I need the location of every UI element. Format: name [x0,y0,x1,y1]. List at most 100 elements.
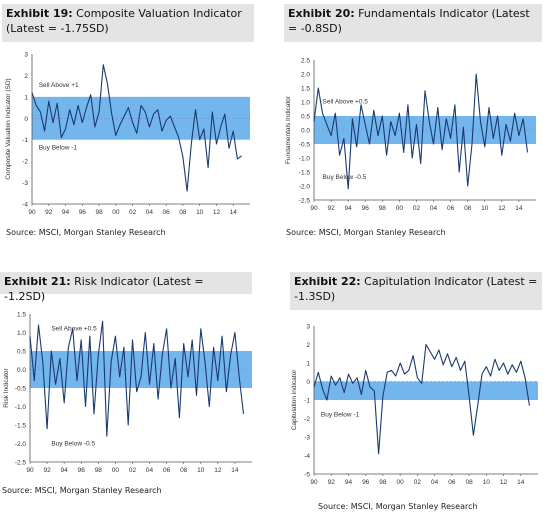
series-line [313,73,529,190]
x-tick-label: 98 [95,467,103,474]
x-tick-label: 92 [327,205,335,212]
series-line [31,64,242,192]
x-tick-label: 14 [231,467,239,474]
y-tick-label: 1.5 [17,312,26,319]
y-tick-label: -1.5 [299,170,311,177]
x-tick-label: 00 [112,209,120,216]
x-tick-label: 12 [498,205,506,212]
y-tick-label: 2 [306,342,310,349]
annotation-label: Buy Below -0.5 [323,174,367,181]
y-tick-label: -2.0 [15,441,27,448]
exhibit-22-title: Exhibit 22: Capitulation Indicator (Late… [290,272,542,310]
y-tick-label: 0 [306,379,310,386]
y-tick-label: 1.5 [301,86,310,93]
y-tick-label: 1.0 [301,100,310,107]
x-tick-label: 00 [112,467,120,474]
x-tick-label: 92 [43,467,51,474]
y-tick-label: -2 [22,159,28,166]
exhibit-21-title: Exhibit 21: Risk Indicator (Latest = -1.… [0,272,252,303]
y-tick-label: -1.0 [299,156,311,163]
y-tick-label: 2.0 [301,72,310,79]
x-tick-label: 96 [78,467,86,474]
y-tick-label: -1 [304,398,310,405]
x-tick-label: 04 [431,479,439,486]
exhibit-22-label: Exhibit 22: [294,275,361,288]
x-tick-label: 14 [515,205,523,212]
y-tick-label: -1.0 [15,404,27,411]
x-tick-label: 90 [310,205,318,212]
x-tick-label: 04 [146,209,154,216]
chart-risk: -2.5 -2.0 -1.5 -1.0 -0.5 0.0 0.5 1.0 1.5 90 92 94 96… [3,312,252,474]
x-tick-label: 94 [345,479,353,486]
x-tick-label: 02 [129,467,137,474]
y-tick-label: -5 [304,472,310,479]
exhibit-20-title: Exhibit 20: Fundamentals Indicator (Late… [284,4,542,42]
y-tick-label: 0 [24,116,28,123]
x-tick-label: 96 [79,209,87,216]
y-tick-label: -2.5 [299,198,311,205]
y-tick-label: 3 [24,52,28,59]
y-tick-label: 2.5 [301,58,310,65]
x-tick-label: 08 [180,467,188,474]
x-tick-label: 02 [414,479,422,486]
y-tick-label: 0.0 [301,128,310,135]
x-tick-label: 10 [197,467,205,474]
x-tick-label: 98 [379,205,387,212]
y-tick-label: -3 [304,435,310,442]
x-tick-label: 10 [483,479,491,486]
chart-fundamentals: -2.5 -2.0 -1.5 -1.0 -0.5 0.0 0.5 1.0 1.5 2.0 2.5 90… [285,58,536,212]
x-tick-label: 96 [362,479,370,486]
x-tick-label: 02 [129,209,137,216]
y-tick-label: 1 [306,361,310,368]
x-tick-label: 12 [214,467,222,474]
annotation-label: Buy Below -1 [39,144,78,151]
x-tick-label: 92 [328,479,336,486]
x-tick-label: 98 [95,209,103,216]
exhibit-20-source: Source: MSCI, Morgan Stanley Research [286,228,446,237]
annotation-label: Buy Below -0.5 [51,440,95,447]
x-tick-label: 06 [448,479,456,486]
exhibit-22-source: Source: MSCI, Morgan Stanley Research [318,502,478,511]
y-tick-label: 0.5 [301,114,310,121]
x-tick-label: 90 [28,209,36,216]
x-tick-label: 94 [345,205,353,212]
y-tick-label: -1 [22,137,28,144]
x-tick-label: 06 [163,467,171,474]
y-tick-label: 2 [24,73,28,80]
x-tick-label: 02 [413,205,421,212]
x-tick-label: 04 [146,467,154,474]
series-line [29,320,245,437]
exhibit-21-label: Exhibit 21: [4,275,71,288]
y-tick-label: -4 [304,453,310,460]
x-tick-label: 94 [62,209,70,216]
x-tick-label: 08 [465,479,473,486]
y-tick-label: -0.5 [15,386,27,393]
y-tick-label: -4 [22,202,28,209]
y-tick-label: 0.5 [17,349,26,356]
exhibit-21-title-text: Risk Indicator (Latest = -1.2SD) [4,275,204,303]
x-tick-label: 04 [430,205,438,212]
y-tick-label: -3 [22,180,28,187]
y-tick-label: -2 [304,416,310,423]
exhibit-19-title: Exhibit 19: Composite Valuation Indicato… [2,4,254,42]
x-tick-label: 00 [396,205,404,212]
y-axis-label: Risk Indicator [3,367,10,407]
x-tick-label: 92 [45,209,53,216]
annotation-label: Sell Above +0.5 [323,98,369,105]
annotation-label: Sell Above +0.5 [51,326,97,333]
exhibit-19-source: Source: MSCI, Morgan Stanley Research [6,228,166,237]
y-axis-label: Composite Valuation Indicator (SD) [5,78,12,179]
exhibit-20-label: Exhibit 20: [288,7,355,20]
x-tick-label: 98 [379,479,387,486]
y-axis-label: Fundamentals Indicator [285,95,292,164]
y-tick-label: 3 [306,324,310,331]
y-tick-label: 0.0 [17,367,26,374]
x-tick-label: 94 [61,467,69,474]
x-tick-label: 90 [310,479,318,486]
exhibit-20-title-text: Fundamentals Indicator (Latest = -0.8SD) [288,7,530,35]
x-tick-label: 96 [362,205,370,212]
x-tick-label: 00 [397,479,405,486]
exhibit-19-label: Exhibit 19: [6,7,73,20]
y-axis-label: Capitulation indicator [291,369,298,431]
